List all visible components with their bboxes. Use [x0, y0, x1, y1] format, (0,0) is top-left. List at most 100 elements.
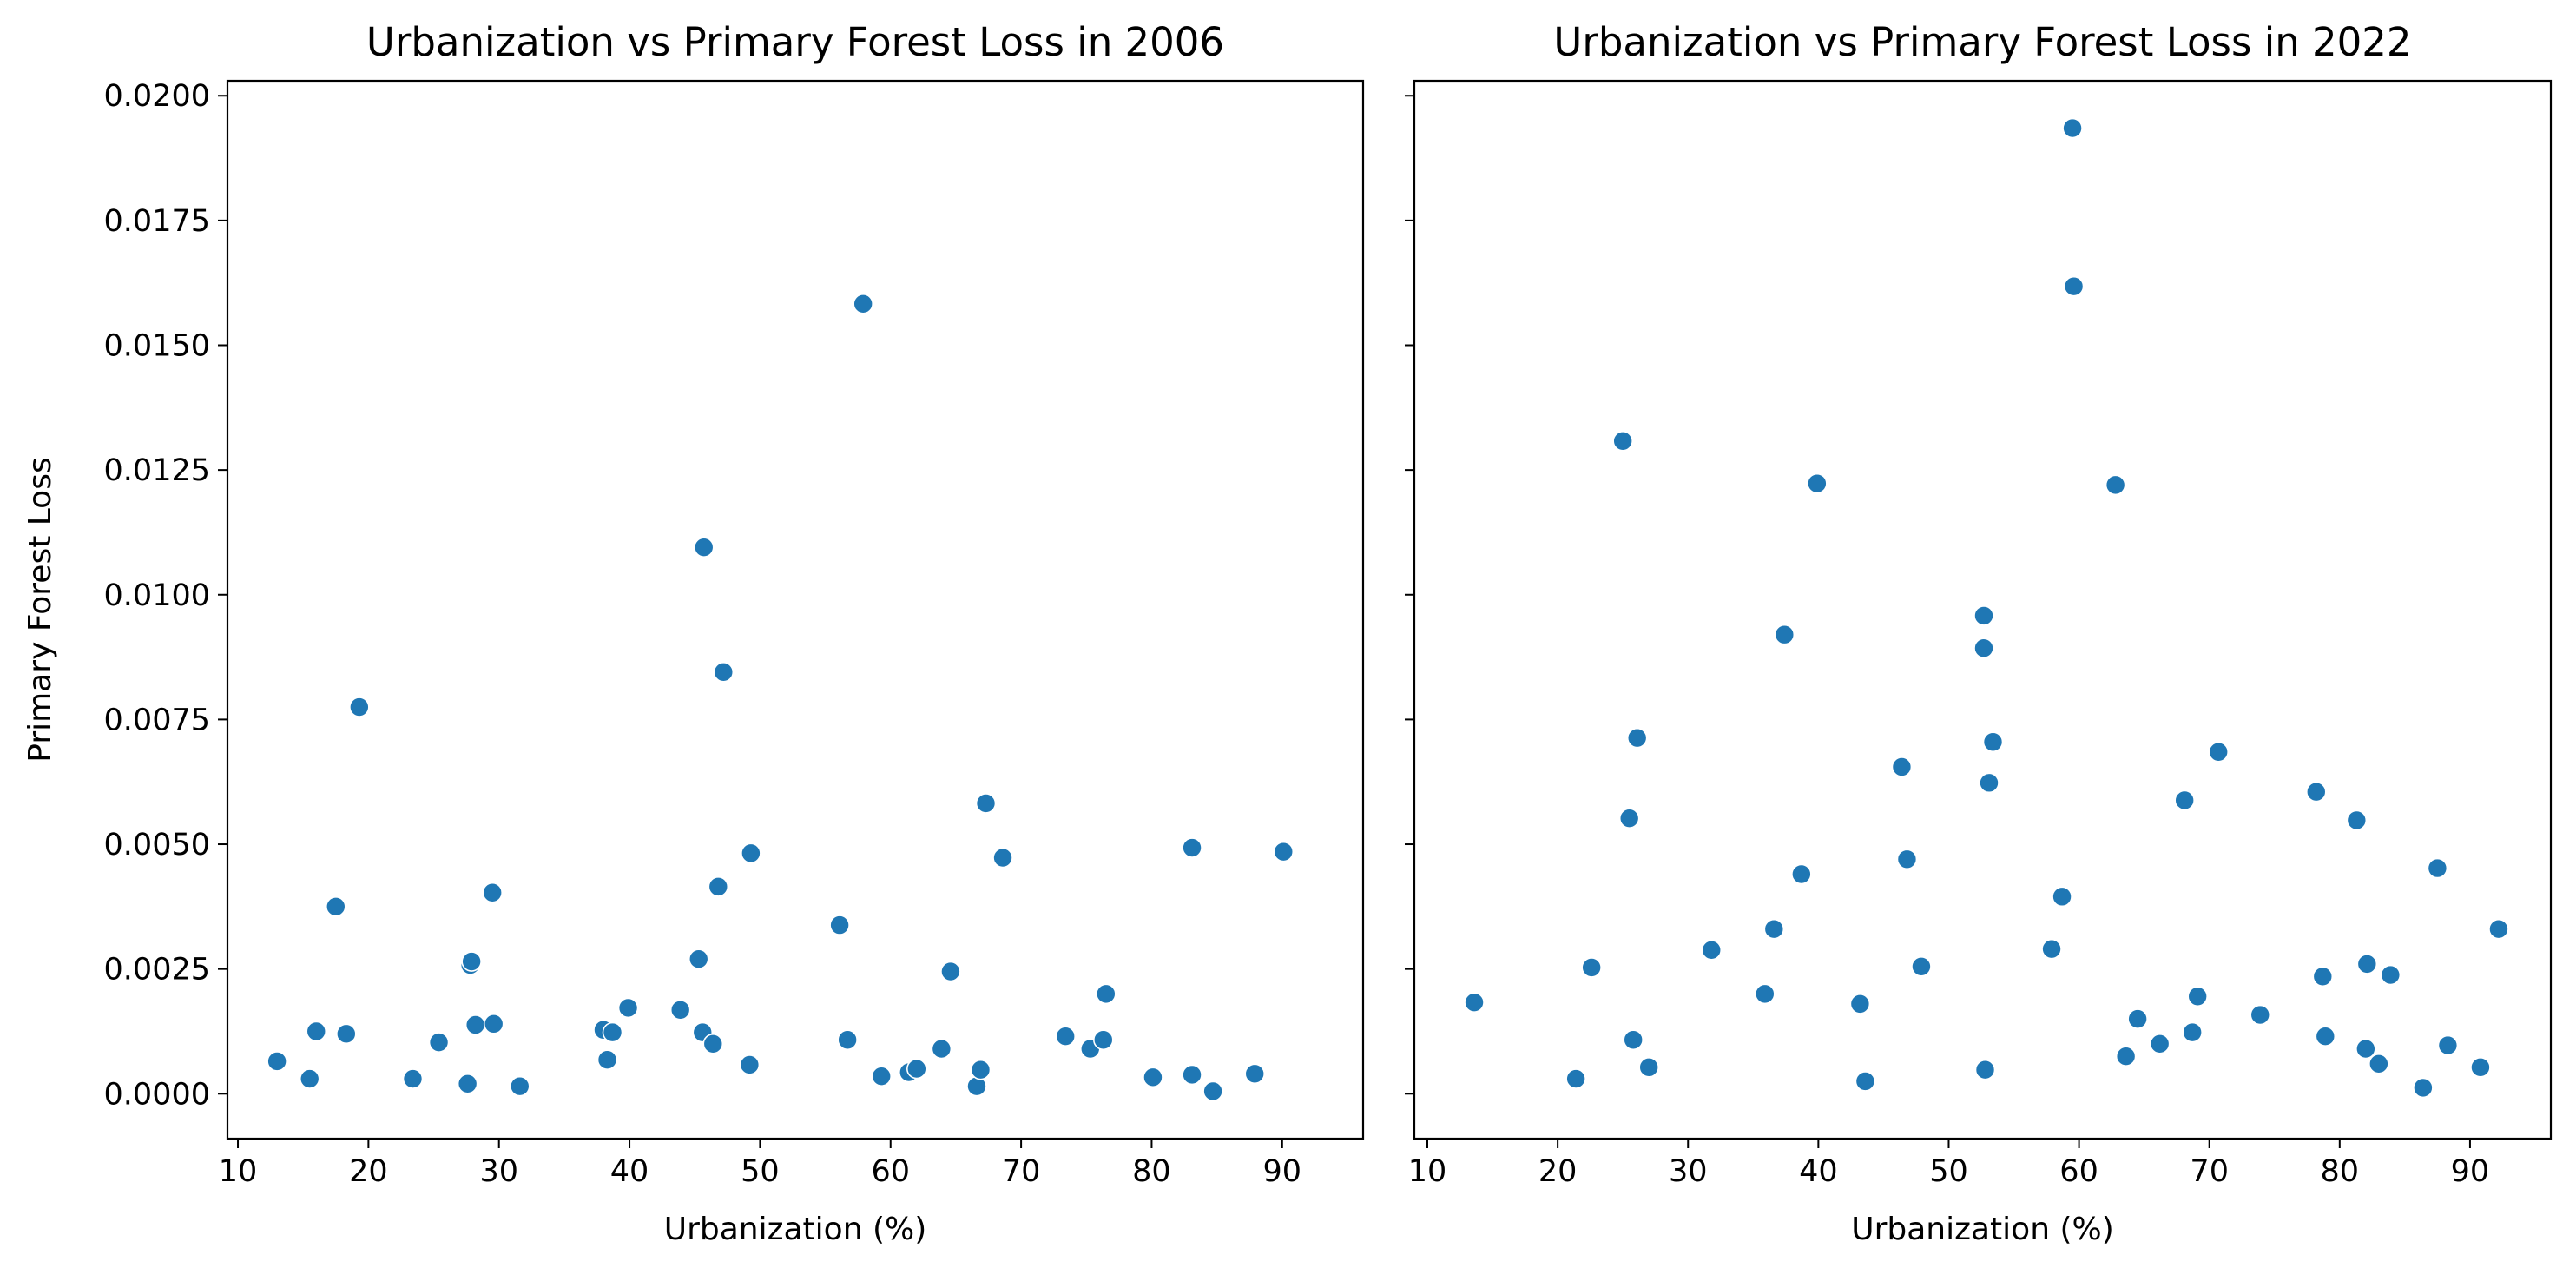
data-point: [2488, 918, 2509, 940]
y-tick-label: 0.0200: [104, 79, 210, 114]
x-tick-label: 40: [1799, 1154, 1838, 1189]
data-point: [509, 1075, 530, 1097]
data-point: [1612, 431, 1633, 452]
chart-title: Urbanization vs Primary Forest Loss in 2…: [366, 19, 1224, 65]
data-point: [975, 793, 997, 814]
data-point: [267, 1051, 287, 1072]
data-point: [1896, 849, 1918, 870]
data-point: [853, 294, 873, 314]
data-point: [739, 1054, 761, 1075]
x-tick-label: 30: [479, 1154, 518, 1189]
y-tick-label: 0.0075: [104, 703, 210, 737]
data-point: [1982, 731, 2004, 753]
data-point: [1565, 1068, 1586, 1089]
data-point: [2208, 741, 2230, 763]
scatter-plot-2022: 10 20 30 40 50 60 70 80 90 Urbanization vs Prima…: [1405, 19, 2553, 1247]
data-point: [464, 1014, 486, 1035]
data-point: [1093, 1029, 1114, 1051]
data-point: [2149, 1034, 2171, 1054]
y-tick-label: 0.0175: [104, 204, 210, 239]
data-point: [2250, 1004, 2271, 1026]
x-tick-label: 90: [1263, 1154, 1302, 1189]
data-point: [1626, 727, 1648, 749]
data-point: [461, 951, 482, 972]
data-point: [702, 1034, 724, 1054]
data-point: [1581, 957, 1602, 978]
y-tick-label: 0.0025: [104, 953, 210, 988]
x-tick-label: 70: [1002, 1154, 1041, 1189]
data-points: [267, 294, 1295, 1102]
data-points: [1464, 117, 2509, 1099]
data-point: [2437, 1034, 2459, 1056]
data-point: [1143, 1067, 1163, 1088]
data-point: [1182, 837, 1202, 858]
data-point: [1855, 1071, 1876, 1092]
data-point: [1638, 1057, 1660, 1078]
data-point: [2182, 1021, 2203, 1043]
data-point: [2413, 1077, 2434, 1099]
data-point: [2312, 966, 2334, 988]
data-point: [596, 1049, 618, 1071]
data-point: [2346, 809, 2368, 831]
data-point: [1701, 940, 1723, 961]
data-point: [2305, 781, 2327, 803]
data-point: [1202, 1080, 1223, 1102]
data-point: [1273, 841, 1295, 862]
data-point: [2470, 1057, 2491, 1078]
data-point: [457, 1074, 478, 1094]
data-point: [1849, 994, 1871, 1014]
data-point: [428, 1032, 450, 1053]
data-point: [693, 537, 715, 558]
axis-ticks: 10 20 30 40 50 60 70 80 90 0.0000 0.0025 0.0050 0.00…: [104, 79, 1302, 1189]
data-point: [2052, 886, 2072, 908]
y-axis-label: Primary Forest Loss: [23, 457, 58, 762]
x-tick-label: 60: [2059, 1154, 2098, 1189]
data-point: [1623, 1029, 1644, 1051]
data-point: [871, 1066, 893, 1087]
data-point: [299, 1068, 320, 1089]
x-tick-label: 20: [1538, 1154, 1578, 1189]
data-point: [1618, 808, 1640, 829]
data-point: [2355, 1038, 2376, 1060]
x-tick-label: 50: [741, 1154, 780, 1189]
data-point: [2368, 1054, 2389, 1074]
y-tick-label: 0.0150: [104, 329, 210, 364]
data-point: [1911, 955, 1932, 977]
data-point: [483, 1014, 504, 1034]
y-tick-label: 0.0000: [104, 1077, 210, 1112]
data-point: [1979, 772, 2000, 794]
data-point: [829, 915, 850, 935]
data-point: [970, 1059, 992, 1080]
x-axis-label: Urbanization (%): [1851, 1212, 2114, 1247]
y-tick-label: 0.0100: [104, 578, 210, 613]
x-tick-label: 60: [871, 1154, 910, 1189]
data-point: [306, 1021, 327, 1042]
x-tick-label: 40: [610, 1154, 649, 1189]
data-point: [1974, 1059, 1996, 1080]
data-point: [931, 1038, 952, 1060]
data-point: [2187, 986, 2208, 1007]
data-point: [1774, 624, 1795, 645]
data-point: [2315, 1026, 2336, 1047]
data-point: [741, 842, 761, 864]
x-tick-label: 10: [1408, 1154, 1447, 1189]
data-point: [1096, 983, 1117, 1005]
data-point: [2041, 938, 2062, 960]
x-tick-label: 30: [1669, 1154, 1708, 1189]
data-point: [2063, 275, 2085, 297]
data-point: [1055, 1026, 1077, 1047]
x-tick-label: 10: [219, 1154, 258, 1189]
data-point: [1807, 472, 1828, 494]
data-point: [669, 999, 691, 1021]
data-point: [402, 1068, 424, 1089]
data-point: [1182, 1064, 1202, 1086]
data-point: [2380, 964, 2401, 986]
data-point: [325, 896, 346, 917]
data-point: [336, 1023, 357, 1045]
data-point: [1755, 983, 1776, 1005]
x-tick-label: 70: [2190, 1154, 2229, 1189]
data-point: [2127, 1008, 2148, 1029]
axis-ticks: 10 20 30 40 50 60 70 80 90: [1405, 95, 2489, 1189]
data-point: [837, 1029, 858, 1051]
